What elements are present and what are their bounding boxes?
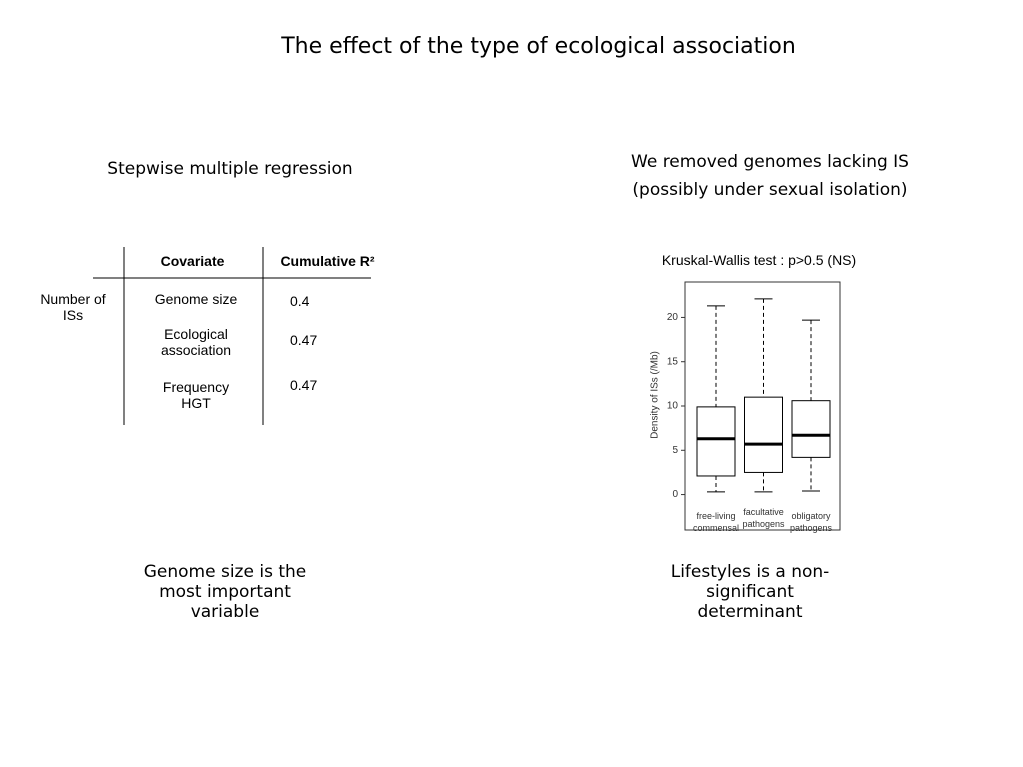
conclusion: Genome size is the most important variab… [143, 562, 307, 622]
chart-title: Kruskal-Wallis test : p>0.5 (NS) [661, 252, 857, 268]
x-tick-label: obligatory pathogens [789, 511, 833, 533]
heading: We removed genomes lacking IS [631, 152, 909, 172]
y-tick-label: 10 [667, 401, 679, 412]
plot-frame [684, 281, 841, 531]
box [696, 406, 736, 477]
column-header: Covariate [160, 253, 225, 269]
cell: 0.47 [290, 332, 318, 348]
box [744, 396, 783, 473]
conclusion: Lifestyles is a non-significant determin… [670, 562, 830, 622]
column-header: Cumulative R² [280, 253, 375, 269]
x-tick-label: facultative pathogens [742, 507, 785, 529]
box [791, 400, 831, 458]
cell: Frequency HGT [162, 379, 230, 411]
y-axis-label: Density of ISs (/Mb) [650, 351, 661, 439]
cell: 0.47 [290, 377, 318, 393]
y-tick-label: 5 [672, 445, 678, 456]
cell: Genome size [154, 291, 238, 307]
y-tick-label: 0 [672, 489, 678, 500]
heading: Stepwise multiple regression [107, 159, 353, 179]
heading: (possibly under sexual isolation) [632, 180, 908, 200]
y-tick-label: 15 [667, 356, 679, 367]
cell: Ecological association [160, 326, 232, 358]
x-tick-label: free-living commensal [692, 511, 739, 533]
row-label: Number of ISs [40, 291, 106, 323]
title: The effect of the type of ecological ass… [281, 34, 796, 59]
cell: 0.4 [290, 293, 310, 309]
y-tick-label: 20 [667, 312, 679, 323]
